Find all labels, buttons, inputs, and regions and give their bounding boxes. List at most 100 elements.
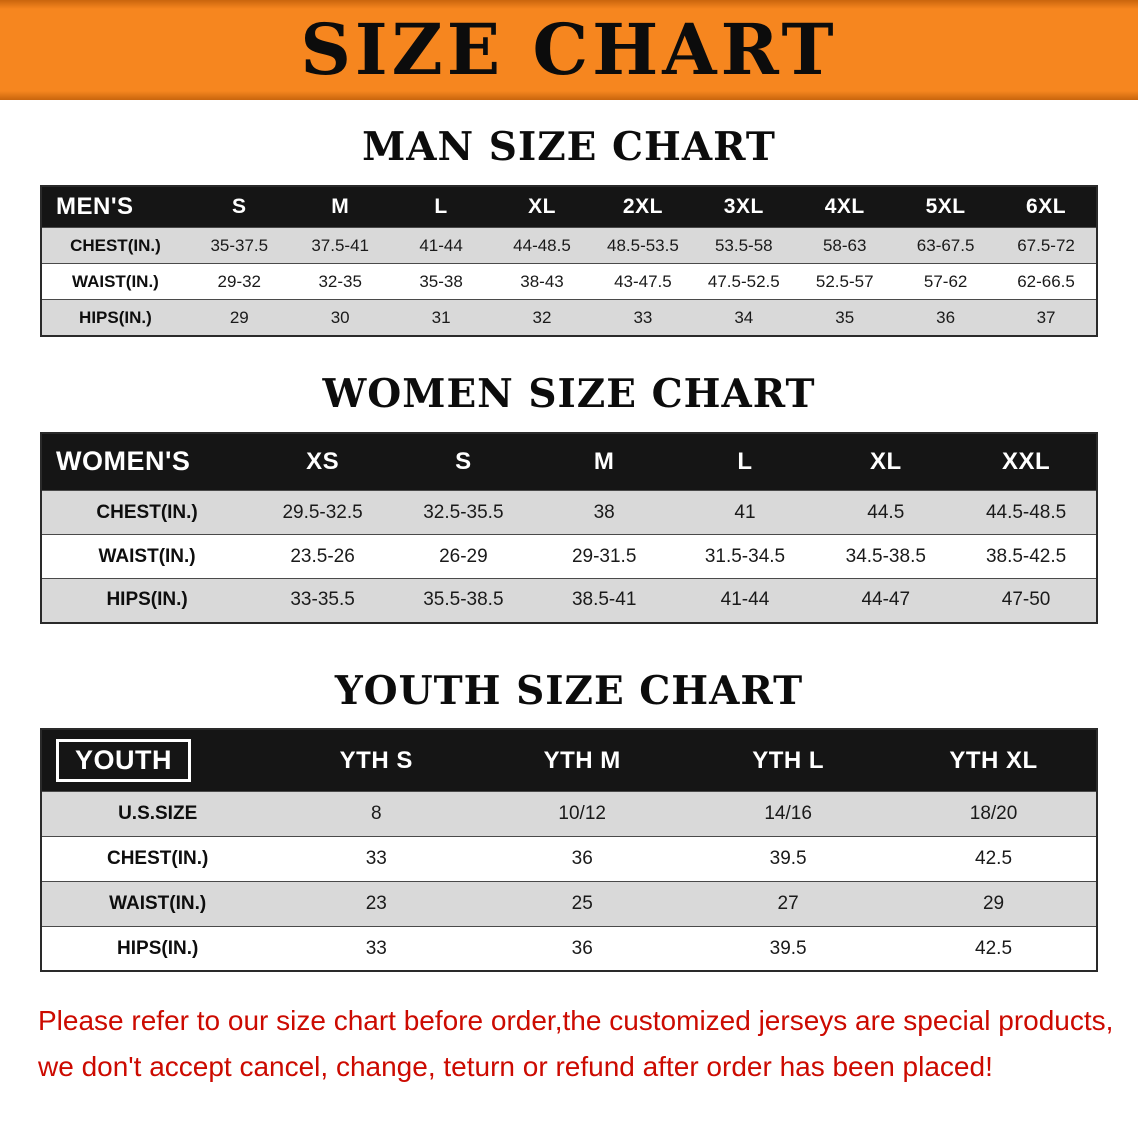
value-cell: 43-47.5	[592, 263, 694, 300]
value-cell: 35-38	[390, 263, 492, 300]
value-cell: 37.5-41	[289, 227, 391, 264]
size-column-header: XS	[252, 432, 393, 491]
value-cell: 30	[289, 299, 391, 336]
size-chart-banner: SIZE CHART	[0, 0, 1138, 100]
youth-size-table: YOUTH YTH S YTH M YTH L YTH XL U.S.SIZE 8 10/12…	[40, 728, 1098, 973]
size-column-header: M	[533, 432, 675, 491]
row-label-cell: U.S.SIZE	[41, 790, 274, 837]
value-cell: 23.5-26	[252, 534, 393, 579]
row-label-cell: WAIST(IN.)	[41, 880, 274, 927]
banner-title: SIZE CHART	[300, 8, 838, 91]
value-cell: 36	[479, 925, 686, 972]
size-column-header: M	[289, 185, 391, 228]
row-label-cell: HIPS(IN.)	[41, 925, 274, 972]
size-column-header: XXL	[956, 432, 1097, 491]
value-cell: 34.5-38.5	[815, 534, 957, 579]
value-cell: 31.5-34.5	[674, 534, 816, 579]
value-cell: 62-66.5	[996, 263, 1097, 300]
table-row: HIPS(IN.) 29 30 31 32 33 34 35 36 37	[41, 299, 1097, 336]
value-cell: 29	[891, 880, 1097, 927]
size-column-header: 5XL	[895, 185, 997, 228]
table-row: WAIST(IN.) 29-32 32-35 35-38 38-43 43-47.5 47.…	[41, 263, 1097, 300]
size-column-header: L	[390, 185, 492, 228]
value-cell: 18/20	[891, 790, 1097, 837]
value-cell: 35	[794, 299, 896, 336]
value-cell: 34	[693, 299, 795, 336]
value-cell: 58-63	[794, 227, 896, 264]
value-cell: 29	[188, 299, 290, 336]
women-size-table: WOMEN'S XS S M L XL XXL CHEST(IN.) 29.5-32.5 32.5…	[40, 431, 1098, 624]
value-cell: 8	[273, 790, 480, 837]
disclaimer-line-1: Please refer to our size chart before or…	[38, 1005, 1114, 1037]
value-cell: 32	[491, 299, 593, 336]
size-column-header: YTH S	[273, 729, 480, 792]
value-cell: 47-50	[956, 578, 1097, 623]
value-cell: 10/12	[479, 790, 686, 837]
header-row: MEN'S S M L XL 2XL 3XL 4XL 5XL 6XL	[41, 185, 1097, 228]
row-label-cell: HIPS(IN.)	[41, 299, 189, 336]
table-row: WAIST(IN.) 23 25 27 29	[41, 880, 1097, 927]
value-cell: 14/16	[685, 790, 892, 837]
value-cell: 41-44	[674, 578, 816, 623]
value-cell: 37	[996, 299, 1097, 336]
value-cell: 57-62	[895, 263, 997, 300]
value-cell: 52.5-57	[794, 263, 896, 300]
value-cell: 36	[895, 299, 997, 336]
value-cell: 33	[273, 835, 480, 882]
value-cell: 35-37.5	[188, 227, 290, 264]
value-cell: 39.5	[685, 925, 892, 972]
value-cell: 26-29	[392, 534, 534, 579]
table-row: HIPS(IN.) 33 36 39.5 42.5	[41, 925, 1097, 972]
size-column-header: L	[674, 432, 816, 491]
value-cell: 31	[390, 299, 492, 336]
value-cell: 38	[533, 490, 675, 535]
row-label-cell: CHEST(IN.)	[41, 490, 253, 535]
size-column-header: S	[188, 185, 290, 228]
size-column-header: YTH XL	[891, 729, 1097, 792]
value-cell: 41-44	[390, 227, 492, 264]
value-cell: 38-43	[491, 263, 593, 300]
value-cell: 42.5	[891, 925, 1097, 972]
value-cell: 38.5-42.5	[956, 534, 1097, 579]
disclaimer-line-2: we don't accept cancel, change, teturn o…	[38, 1050, 993, 1082]
table-title-cell: MEN'S	[41, 185, 189, 228]
women-size-section: WOMEN SIZE CHART WOMEN'S XS S M L XL XXL CHEST(…	[0, 371, 1138, 624]
table-row: WAIST(IN.) 23.5-26 26-29 29-31.5 31.5-34.5 34…	[41, 534, 1097, 579]
men-size-table: MEN'S S M L XL 2XL 3XL 4XL 5XL 6XL CHEST(IN.) 35-37…	[40, 184, 1098, 337]
row-label-cell: HIPS(IN.)	[41, 578, 253, 623]
men-size-section: MAN SIZE CHART MEN'S S M L XL 2XL 3XL 4XL 5XL 6XL…	[0, 124, 1138, 337]
value-cell: 53.5-58	[693, 227, 795, 264]
value-cell: 44.5-48.5	[956, 490, 1097, 535]
value-cell: 48.5-53.5	[592, 227, 694, 264]
value-cell: 39.5	[685, 835, 892, 882]
value-cell: 44-48.5	[491, 227, 593, 264]
value-cell: 44-47	[815, 578, 957, 623]
size-column-header: XL	[815, 432, 957, 491]
header-row: WOMEN'S XS S M L XL XXL	[41, 432, 1097, 491]
value-cell: 33	[592, 299, 694, 336]
size-column-header: 3XL	[693, 185, 795, 228]
size-column-header: XL	[491, 185, 593, 228]
men-section-title: MAN SIZE CHART	[362, 124, 776, 170]
value-cell: 44.5	[815, 490, 957, 535]
size-column-header: 6XL	[996, 185, 1097, 228]
value-cell: 36	[479, 835, 686, 882]
header-row: YOUTH YTH S YTH M YTH L YTH XL	[41, 729, 1097, 792]
row-label-cell: WAIST(IN.)	[41, 534, 253, 579]
table-row: HIPS(IN.) 33-35.5 35.5-38.5 38.5-41 41-44 44-…	[41, 578, 1097, 623]
value-cell: 67.5-72	[996, 227, 1097, 264]
value-cell: 63-67.5	[895, 227, 997, 264]
value-cell: 41	[674, 490, 816, 535]
value-cell: 29.5-32.5	[252, 490, 393, 535]
row-label-cell: CHEST(IN.)	[41, 227, 189, 264]
table-title-cell: WOMEN'S	[41, 432, 253, 491]
value-cell: 33-35.5	[252, 578, 393, 623]
size-column-header: 4XL	[794, 185, 896, 228]
disclaimer: Please refer to our size chart before or…	[38, 998, 1114, 1089]
value-cell: 42.5	[891, 835, 1097, 882]
table-title-cell: YOUTH	[41, 729, 274, 792]
value-cell: 32-35	[289, 263, 391, 300]
value-cell: 27	[685, 880, 892, 927]
value-cell: 47.5-52.5	[693, 263, 795, 300]
row-label-cell: WAIST(IN.)	[41, 263, 189, 300]
